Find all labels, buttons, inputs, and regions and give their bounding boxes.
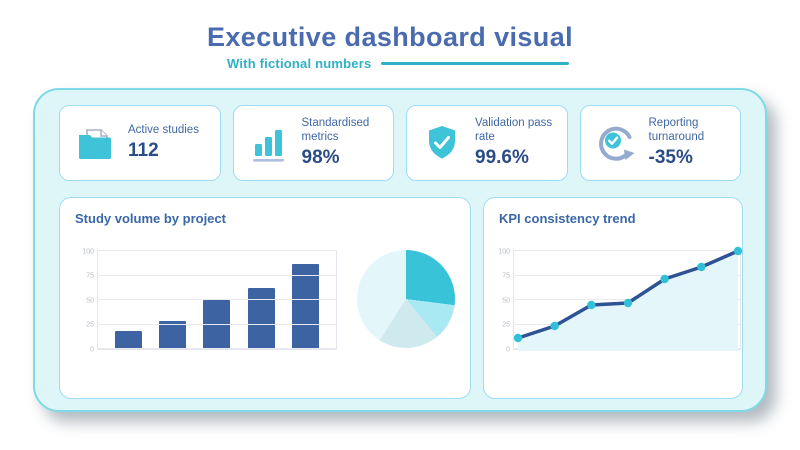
folder-icon bbox=[79, 129, 111, 159]
kpi-card-text: Standardised metrics 98% bbox=[302, 117, 386, 169]
gridline bbox=[514, 250, 740, 251]
line-marker bbox=[587, 300, 596, 310]
kpi-label: Active studies bbox=[128, 124, 199, 137]
chart-panel-row: Study volume by project 0 25 50 75 100 KPI c… bbox=[59, 197, 743, 399]
bar bbox=[115, 331, 143, 349]
y-tick-label: 25 bbox=[86, 321, 94, 329]
page-title: Executive dashboard visual bbox=[206, 22, 574, 52]
bar bbox=[291, 263, 319, 349]
line-chart: 0 25 50 75 100 bbox=[498, 246, 743, 353]
bar-series bbox=[98, 251, 336, 349]
y-tick-label: 75 bbox=[502, 272, 510, 280]
kpi-card-row: Active studies 112 Standardised metrics … bbox=[59, 105, 741, 181]
panel-kpi-trend: KPI consistency trend 0 25 50 75 100 bbox=[483, 197, 743, 399]
line-series bbox=[513, 246, 743, 351]
kpi-value: 112 bbox=[128, 139, 159, 161]
kpi-value: 99.6% bbox=[475, 146, 529, 168]
y-tick-label: 100 bbox=[82, 248, 94, 255]
line-marker bbox=[550, 321, 559, 331]
kpi-value: -35% bbox=[648, 146, 693, 168]
panel-title-kpi-trend: KPI consistency trend bbox=[499, 211, 636, 226]
gridline bbox=[514, 274, 740, 276]
y-tick-label: 0 bbox=[90, 346, 94, 353]
y-tick-label: 100 bbox=[498, 248, 510, 255]
gridline bbox=[98, 274, 336, 276]
bar bbox=[247, 288, 275, 349]
bar-chart: 0 25 50 75 100 bbox=[82, 248, 337, 353]
gridline bbox=[98, 299, 336, 300]
line-marker bbox=[697, 262, 706, 272]
kpi-value: 98% bbox=[301, 146, 340, 168]
kpi-label: Standardised metrics bbox=[301, 117, 370, 143]
kpi-card-reporting-turnaround: Reporting turnaround -35% bbox=[579, 105, 741, 181]
subtitle-divider-line bbox=[381, 62, 570, 65]
refresh-check-icon bbox=[598, 126, 634, 161]
gridline bbox=[98, 250, 336, 251]
line-marker bbox=[623, 298, 633, 308]
dashboard-container: Active studies 112 Standardised metrics … bbox=[33, 88, 767, 412]
line-marker bbox=[660, 274, 669, 284]
page-subtitle-row: With fictional numbers bbox=[227, 56, 570, 71]
y-tick-label: 75 bbox=[86, 272, 94, 280]
kpi-card-text: Reporting turnaround -35% bbox=[649, 117, 733, 169]
y-tick-label: 50 bbox=[86, 297, 94, 304]
shield-check-icon bbox=[429, 126, 455, 159]
kpi-card-text: Validation pass rate 99.6% bbox=[475, 117, 559, 169]
kpi-label: Validation pass rate bbox=[475, 117, 553, 143]
gridline bbox=[98, 348, 336, 349]
bar bbox=[203, 300, 231, 349]
bar-chart-icon bbox=[252, 130, 284, 162]
pie-chart bbox=[357, 250, 455, 348]
panel-study-volume: Study volume by project 0 25 50 75 100 bbox=[59, 197, 471, 399]
y-tick-label: 50 bbox=[502, 297, 510, 304]
kpi-card-standardised-metrics: Standardised metrics 98% bbox=[232, 105, 394, 181]
page-subtitle: With fictional numbers bbox=[227, 56, 372, 71]
y-tick-label: 0 bbox=[506, 346, 510, 353]
kpi-card-active-studies: Active studies 112 bbox=[59, 105, 221, 181]
gridline bbox=[98, 323, 336, 325]
bar bbox=[159, 320, 187, 349]
kpi-card-validation-pass-rate: Validation pass rate 99.6% bbox=[406, 105, 568, 181]
panel-title-study-volume: Study volume by project bbox=[75, 211, 226, 226]
y-tick-label: 25 bbox=[502, 321, 510, 329]
line-marker bbox=[513, 333, 523, 343]
kpi-card-text: Active studies 112 bbox=[128, 124, 199, 162]
study-volume-content: 0 25 50 75 100 bbox=[75, 248, 455, 353]
kpi-label: Reporting turnaround bbox=[648, 117, 705, 143]
line-marker bbox=[733, 246, 743, 256]
